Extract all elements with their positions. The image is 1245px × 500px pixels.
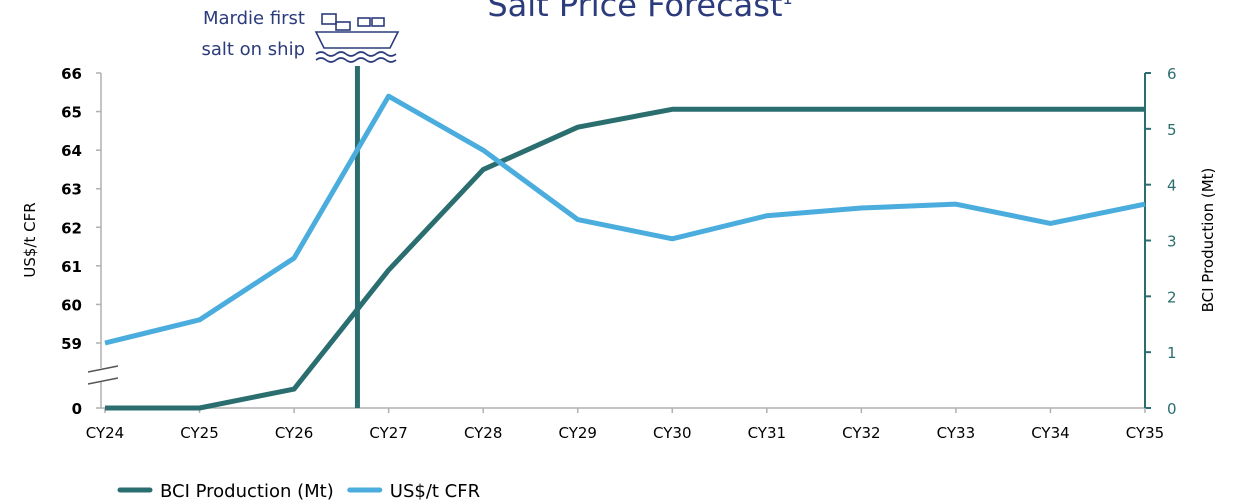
axis-break bbox=[87, 365, 119, 373]
y-tick-label: 66 bbox=[61, 65, 82, 83]
y-tick-label: 59 bbox=[61, 335, 82, 353]
y2-tick-label: 5 bbox=[1167, 121, 1177, 139]
y-tick-label: 62 bbox=[61, 219, 82, 237]
x-tick-label: CY27 bbox=[369, 424, 407, 442]
y-tick-label: 60 bbox=[61, 296, 82, 314]
x-tick-label: CY24 bbox=[86, 424, 124, 442]
y2-axis-label: BCI Production (Mt) bbox=[1199, 168, 1217, 313]
legend-label: BCI Production (Mt) bbox=[160, 481, 334, 500]
annotation-text: salt on ship bbox=[201, 39, 305, 60]
y-tick-label: 61 bbox=[61, 258, 82, 276]
axis-break bbox=[87, 377, 119, 385]
y2-tick-label: 3 bbox=[1167, 233, 1177, 251]
x-tick-label: CY31 bbox=[748, 424, 786, 442]
y-axis-label: US$/t CFR bbox=[21, 202, 39, 277]
y2-tick-label: 2 bbox=[1167, 288, 1177, 306]
series-line bbox=[104, 93, 1146, 346]
y-tick-label: 65 bbox=[61, 104, 82, 122]
y-tick-label: 63 bbox=[61, 181, 82, 199]
y-tick-label: 64 bbox=[61, 142, 82, 160]
x-tick-label: CY26 bbox=[275, 424, 313, 442]
title-text: Salt Price Forecast bbox=[487, 0, 782, 24]
legend-label: US$/t CFR bbox=[390, 481, 480, 500]
y2-tick-label: 4 bbox=[1167, 177, 1177, 195]
x-tick-label: CY30 bbox=[653, 424, 691, 442]
chart-title: Salt Price Forecast1 bbox=[487, 0, 792, 24]
series-line bbox=[105, 106, 1145, 411]
title-note: 1 bbox=[782, 0, 792, 8]
x-tick-label: CY35 bbox=[1126, 424, 1164, 442]
y2-tick-label: 0 bbox=[1167, 400, 1177, 418]
x-tick-label: CY29 bbox=[558, 424, 596, 442]
x-tick-label: CY33 bbox=[937, 424, 975, 442]
annotation-text: Mardie first bbox=[203, 8, 305, 29]
x-tick-label: CY34 bbox=[1031, 424, 1069, 442]
y2-tick-label: 1 bbox=[1167, 344, 1177, 362]
y2-tick-label: 6 bbox=[1167, 65, 1177, 83]
ship-icon bbox=[314, 13, 400, 63]
x-tick-label: CY32 bbox=[842, 424, 880, 442]
y-tick-label: 0 bbox=[72, 400, 82, 418]
x-tick-label: CY25 bbox=[180, 424, 218, 442]
x-tick-label: CY28 bbox=[464, 424, 502, 442]
